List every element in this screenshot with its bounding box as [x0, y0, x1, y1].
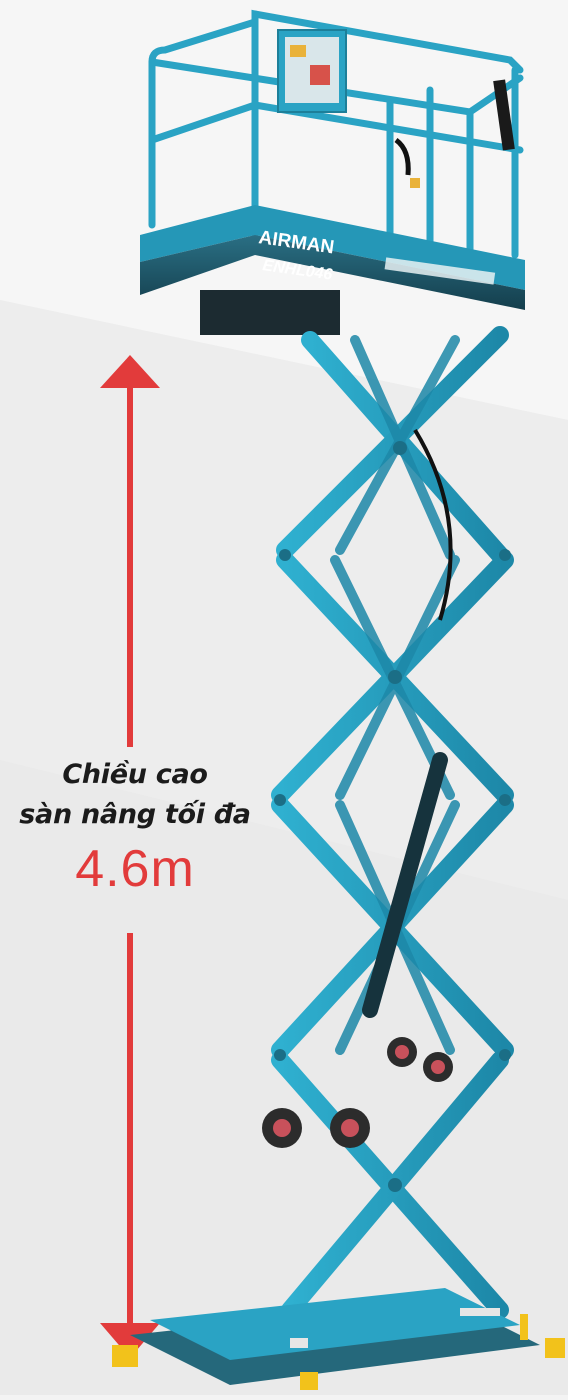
wheels: [262, 1037, 453, 1148]
chassis: [130, 1288, 540, 1385]
scissor-lift: AIRMAN ENHL046: [100, 0, 568, 1395]
scissor-arms: [280, 335, 505, 1310]
